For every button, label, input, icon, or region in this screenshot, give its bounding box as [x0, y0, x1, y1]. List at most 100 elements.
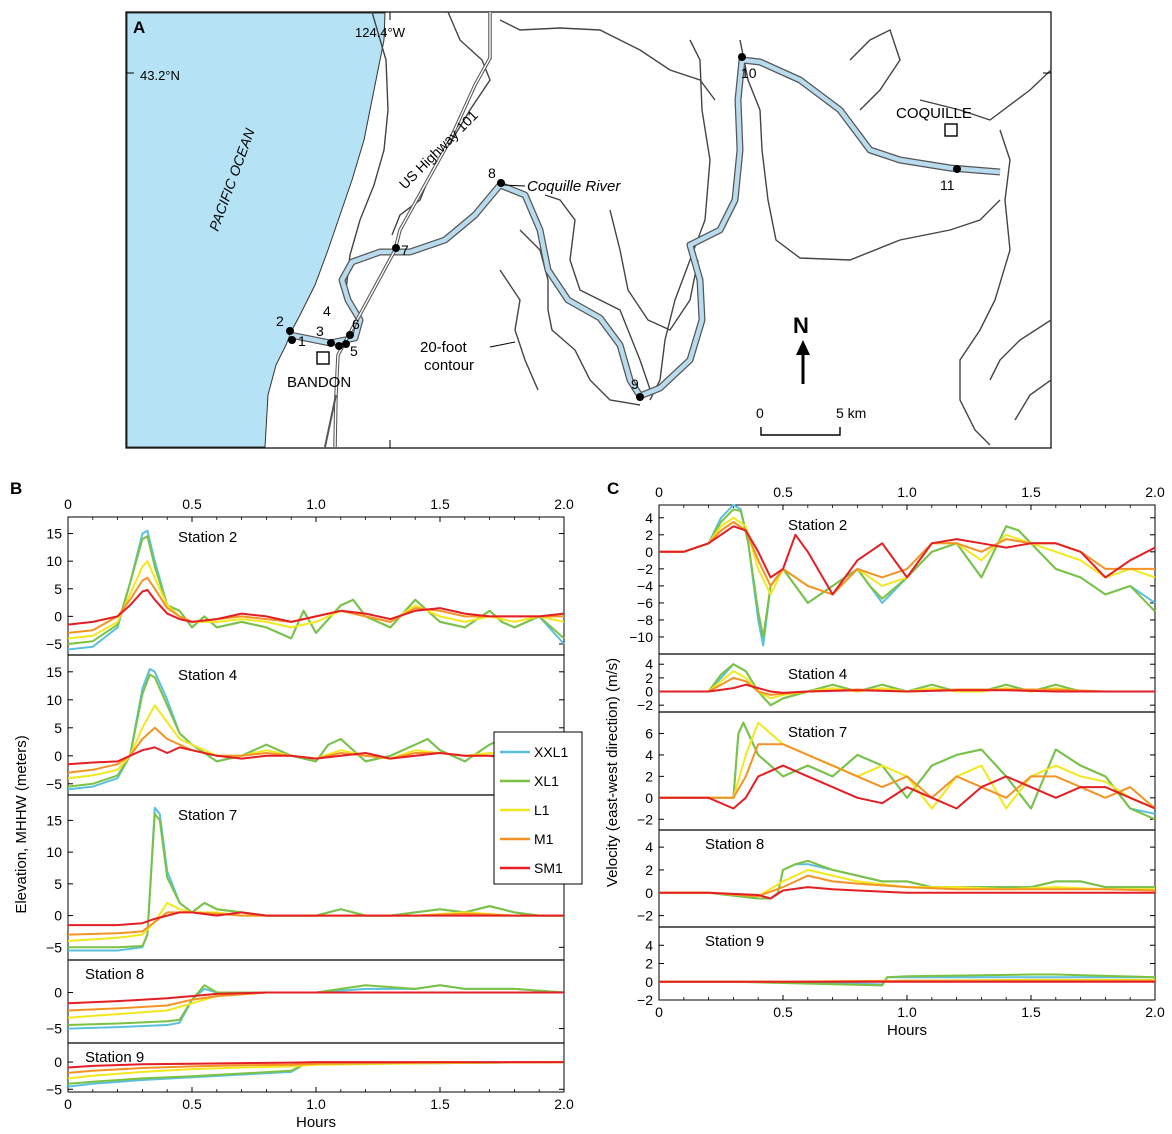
y-tick-label: 4: [645, 510, 653, 526]
series-line-sm1-station-7: [68, 911, 564, 927]
series-line-sm1-station-2: [67, 588, 565, 626]
x-tick-label-top: 1.5: [1021, 484, 1041, 500]
series-line-sm1-station-9: [67, 1061, 564, 1069]
coquille-marker: [944, 123, 958, 137]
x-tick-label-bottom: 0.5: [773, 1004, 793, 1020]
subplot-station-2: 420−2−4−6−8−10 Station 2: [629, 504, 1156, 647]
series-line-xl1-station-7: [68, 813, 564, 949]
y-tick-label: 4: [645, 839, 653, 855]
series-line-l1-station-7: [67, 901, 564, 942]
scale-bar: [760, 427, 841, 436]
x-tick-label-bottom: 1.5: [430, 1096, 450, 1112]
x-tick-label-top: 1.5: [430, 496, 450, 512]
y-tick-label: −2: [637, 992, 653, 1008]
coquille-river-water: [289, 57, 1001, 399]
latitude-label: 43.2°N: [140, 68, 180, 83]
contour-label-1: 20-foot: [420, 339, 468, 356]
y-tick-label: 0: [645, 885, 653, 901]
plot-frame: [67, 516, 565, 1093]
series-line-m1-station-8: [659, 874, 1156, 898]
series-line-xl1-station-2: [67, 535, 565, 645]
scale-end: 5 km: [836, 405, 866, 421]
longitude-label: 124.4°W: [355, 25, 406, 40]
subplot-title: Station 4: [178, 667, 237, 684]
x-tick-label-top: 0.5: [773, 484, 793, 500]
station-6-marker: [346, 331, 354, 339]
legend-label: L1: [534, 802, 550, 818]
subplot-title: Station 7: [178, 807, 237, 824]
series-line-m1-station-8: [67, 991, 564, 1012]
town-coquille: COQUILLE: [896, 105, 972, 122]
legend-box: [493, 731, 583, 885]
station-1-label: 1: [298, 333, 306, 349]
y-tick-label: 2: [645, 862, 653, 878]
subplot-title: Station 9: [85, 1049, 144, 1066]
series-line-sm1-station-8: [659, 886, 1155, 900]
series-line-m1-station-2: [67, 576, 564, 634]
x-tick-label-top: 2.0: [1145, 484, 1165, 500]
series-line-l1-station-8: [67, 991, 564, 1019]
y-tick-label: 15: [46, 812, 62, 828]
station-5-label: 5: [350, 343, 358, 359]
velocity-chart: 000.50.51.01.01.51.52.02.0HoursVelocity …: [604, 484, 1165, 1039]
y-tick-label: 10: [46, 844, 62, 860]
series-line-sm1-station-8: [67, 991, 564, 1005]
north-label: N: [793, 313, 809, 338]
y-tick-label: 10: [46, 692, 62, 708]
subplot-station-8: 0 −5 Station 8: [46, 959, 565, 1037]
y-tick-label: 4: [645, 656, 653, 672]
y-tick-label: 0: [54, 908, 62, 924]
series-line-l1-station-2: [67, 560, 565, 640]
subplot-title: Station 8: [705, 836, 764, 853]
x-tick-label-bottom: 0: [64, 1096, 72, 1112]
series-line-xl1-station-4: [67, 673, 565, 788]
subplot-title: Station 8: [85, 966, 144, 983]
scale-zero: 0: [756, 405, 764, 421]
y-tick-label: 0: [645, 684, 653, 700]
legend-label: M1: [534, 831, 554, 847]
station-10-label: 10: [741, 65, 757, 81]
series-line-m1-station-7: [659, 743, 1156, 810]
station-5-marker: [342, 340, 350, 348]
series-line-sm1-station-4: [67, 746, 564, 766]
x-tick-label-top: 2.0: [554, 496, 574, 512]
station-7-label: 7: [401, 242, 409, 258]
y-tick-label: 0: [54, 1054, 62, 1070]
subplot-station-2: 15 10 5 0 −5 Station 2: [46, 526, 565, 652]
y-tick-label: 4: [645, 937, 653, 953]
contour-label-2: contour: [424, 357, 474, 374]
y-axis-label: Elevation, MHHW (meters): [13, 735, 30, 913]
series-line-xl1-station-2: [659, 508, 1156, 638]
station-markers: 1 2 3 4 5 6 7 8 9 10 11: [276, 53, 961, 401]
x-tick-label-bottom: 0.5: [182, 1096, 202, 1112]
x-tick-label-top: 0: [64, 496, 72, 512]
series-line-l1-station-2: [659, 516, 1156, 596]
subplot-station-8: 4 2 0 −2 Station 8: [637, 829, 1156, 924]
plot-frame: [658, 504, 1156, 1001]
y-tick-label: −2: [637, 697, 653, 713]
y-tick-label: −5: [46, 939, 62, 955]
y-tick-label: −2: [637, 561, 653, 577]
y-tick-label: −5: [46, 776, 62, 792]
town-bandon: BANDON: [287, 374, 351, 391]
x-tick-label-top: 0: [655, 484, 663, 500]
station-11-marker: [953, 165, 961, 173]
station-3-marker: [327, 339, 335, 347]
y-tick-label: 2: [645, 670, 653, 686]
x-tick-label-bottom: 1.0: [306, 1096, 326, 1112]
panel-letter-a: A: [133, 18, 145, 37]
series-line-l1-station-4: [659, 670, 1155, 700]
station-10-marker: [738, 53, 746, 61]
station-4-label: 4: [323, 303, 331, 319]
x-tick-label-bottom: 0: [655, 1004, 663, 1020]
series-line-xl1-station-7: [659, 721, 1156, 821]
station-2-label: 2: [276, 313, 284, 329]
legend-label: XXL1: [534, 744, 568, 760]
river-label: Coquille River: [527, 178, 621, 195]
series-line-xl1-station-8: [67, 984, 565, 1026]
legend-label: SM1: [534, 860, 563, 876]
subplot-title: Station 7: [788, 724, 847, 741]
panel-letter-b: B: [10, 479, 22, 498]
y-tick-label: 10: [46, 553, 62, 569]
